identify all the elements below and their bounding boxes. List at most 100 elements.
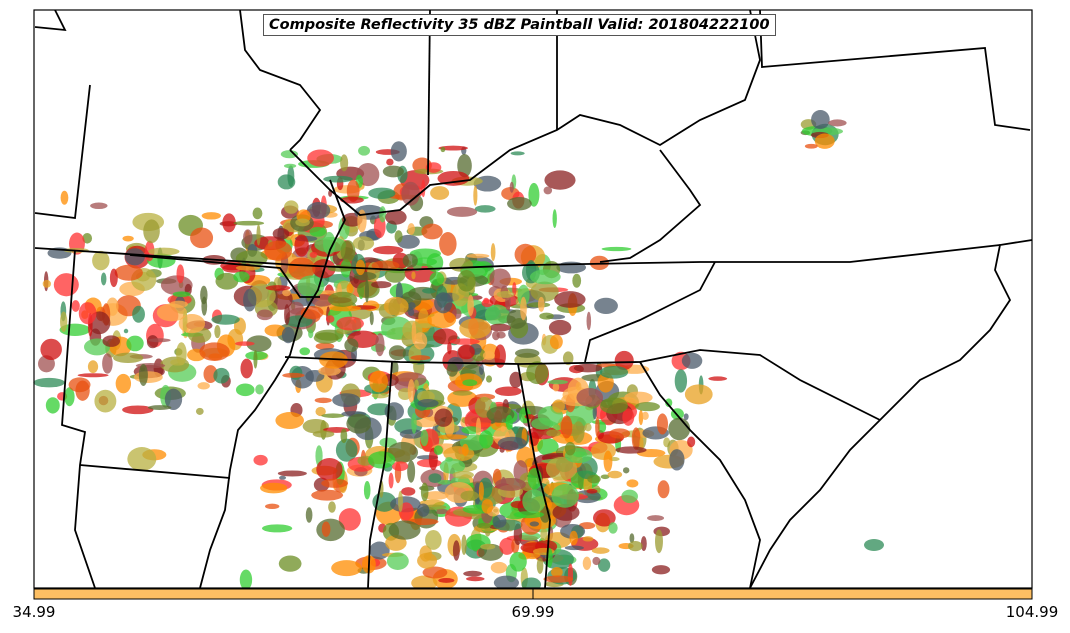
reflectivity-blob — [316, 518, 345, 542]
reflectivity-blob — [60, 190, 69, 205]
reflectivity-blob — [437, 479, 452, 485]
reflectivity-blob — [437, 170, 470, 186]
reflectivity-blob — [490, 561, 508, 574]
reflectivity-blob — [318, 366, 341, 376]
border-il-in — [427, 9, 431, 176]
reflectivity-blob — [576, 388, 604, 407]
reflectivity-blob — [239, 569, 253, 591]
reflectivity-blob — [438, 145, 468, 151]
reflectivity-blob — [497, 436, 527, 451]
reflectivity-blob — [599, 397, 628, 414]
reflectivity-blob — [264, 240, 293, 261]
reflectivity-blob — [635, 402, 660, 412]
reflectivity-blob — [587, 474, 601, 484]
reflectivity-blob — [213, 367, 230, 384]
reflectivity-blob — [586, 488, 598, 494]
reflectivity-blob — [42, 279, 51, 288]
reflectivity-blob — [309, 251, 318, 258]
reflectivity-blob — [215, 272, 239, 290]
reflectivity-blob — [294, 234, 309, 257]
reflectivity-blob — [669, 449, 685, 471]
reflectivity-blob — [138, 363, 148, 387]
reflectivity-blob — [543, 575, 574, 583]
reflectivity-blob — [94, 389, 117, 413]
reflectivity-blob — [494, 344, 506, 368]
reflectivity-blob — [401, 487, 416, 496]
reflectivity-blob — [530, 281, 559, 302]
reflectivity-blob — [529, 269, 561, 285]
reflectivity-blob — [600, 474, 610, 480]
reflectivity-blob — [512, 426, 519, 435]
reflectivity-blob — [234, 341, 255, 346]
reflectivity-blob — [417, 398, 439, 408]
reflectivity-blob — [369, 311, 374, 326]
reflectivity-blob — [288, 301, 304, 315]
reflectivity-blob — [592, 509, 616, 527]
reflectivity-blob — [517, 284, 530, 306]
reflectivity-blob — [427, 310, 457, 329]
reflectivity-blob — [459, 318, 492, 339]
reflectivity-blob — [284, 200, 299, 214]
reflectivity-blob — [282, 289, 291, 297]
reflectivity-blob — [828, 119, 847, 127]
reflectivity-blob — [461, 534, 467, 556]
reflectivity-blob — [473, 185, 478, 206]
reflectivity-blob — [399, 429, 424, 439]
reflectivity-blob — [551, 484, 579, 508]
reflectivity-blob — [323, 231, 336, 255]
reflectivity-blob — [240, 358, 253, 379]
reflectivity-blob — [438, 578, 455, 583]
reflectivity-blob — [494, 386, 522, 397]
reflectivity-blob — [420, 429, 429, 447]
reflectivity-blob — [397, 234, 420, 249]
reflectivity-blob — [200, 285, 208, 305]
reflectivity-blob — [265, 285, 291, 291]
reflectivity-blob — [421, 223, 443, 240]
reflectivity-blob — [272, 227, 290, 240]
reflectivity-blob — [437, 434, 468, 440]
reflectivity-blob — [493, 575, 519, 590]
reflectivity-blob — [113, 352, 144, 364]
reflectivity-blob — [430, 186, 450, 200]
reflectivity-blob — [384, 267, 406, 283]
reflectivity-blob — [282, 372, 305, 378]
reflectivity-blob — [545, 456, 578, 481]
reflectivity-blob — [522, 489, 546, 514]
reflectivity-blob — [484, 304, 510, 326]
reflectivity-blob — [281, 326, 295, 344]
reflectivity-blob — [524, 414, 535, 420]
reflectivity-blob — [640, 536, 647, 552]
reflectivity-blob — [302, 418, 329, 434]
reflectivity-blob — [308, 329, 314, 339]
reflectivity-blob — [418, 308, 429, 327]
reflectivity-blob — [440, 146, 446, 153]
reflectivity-blob — [509, 181, 514, 193]
reflectivity-blob — [275, 412, 304, 430]
reflectivity-blob — [412, 257, 437, 267]
border-va-md — [759, 9, 1031, 131]
reflectivity-blob — [64, 387, 75, 407]
reflectivity-blob — [572, 273, 582, 288]
reflectivity-blob — [353, 271, 377, 281]
reflectivity-blob — [148, 247, 180, 256]
reflectivity-blob — [325, 315, 335, 323]
border-wi — [239, 9, 322, 151]
reflectivity-blob — [614, 350, 634, 371]
reflectivity-blob — [425, 530, 442, 550]
reflectivity-blob — [115, 373, 132, 394]
reflectivity-blob — [641, 411, 649, 420]
reflectivity-blob — [489, 323, 511, 332]
reflectivity-blob — [668, 417, 691, 441]
reflectivity-blob — [548, 319, 572, 336]
reflectivity-blob — [492, 330, 500, 341]
reflectivity-blob — [336, 316, 364, 331]
reflectivity-blob — [287, 165, 295, 187]
reflectivity-blob — [466, 253, 490, 259]
reflectivity-blob — [92, 250, 110, 271]
reflectivity-blob — [176, 342, 187, 366]
reflectivity-blob — [264, 503, 280, 510]
colorbar-tick-label-min: 34.99 — [12, 603, 56, 621]
reflectivity-blob — [434, 508, 448, 515]
reflectivity-blob — [446, 363, 458, 377]
